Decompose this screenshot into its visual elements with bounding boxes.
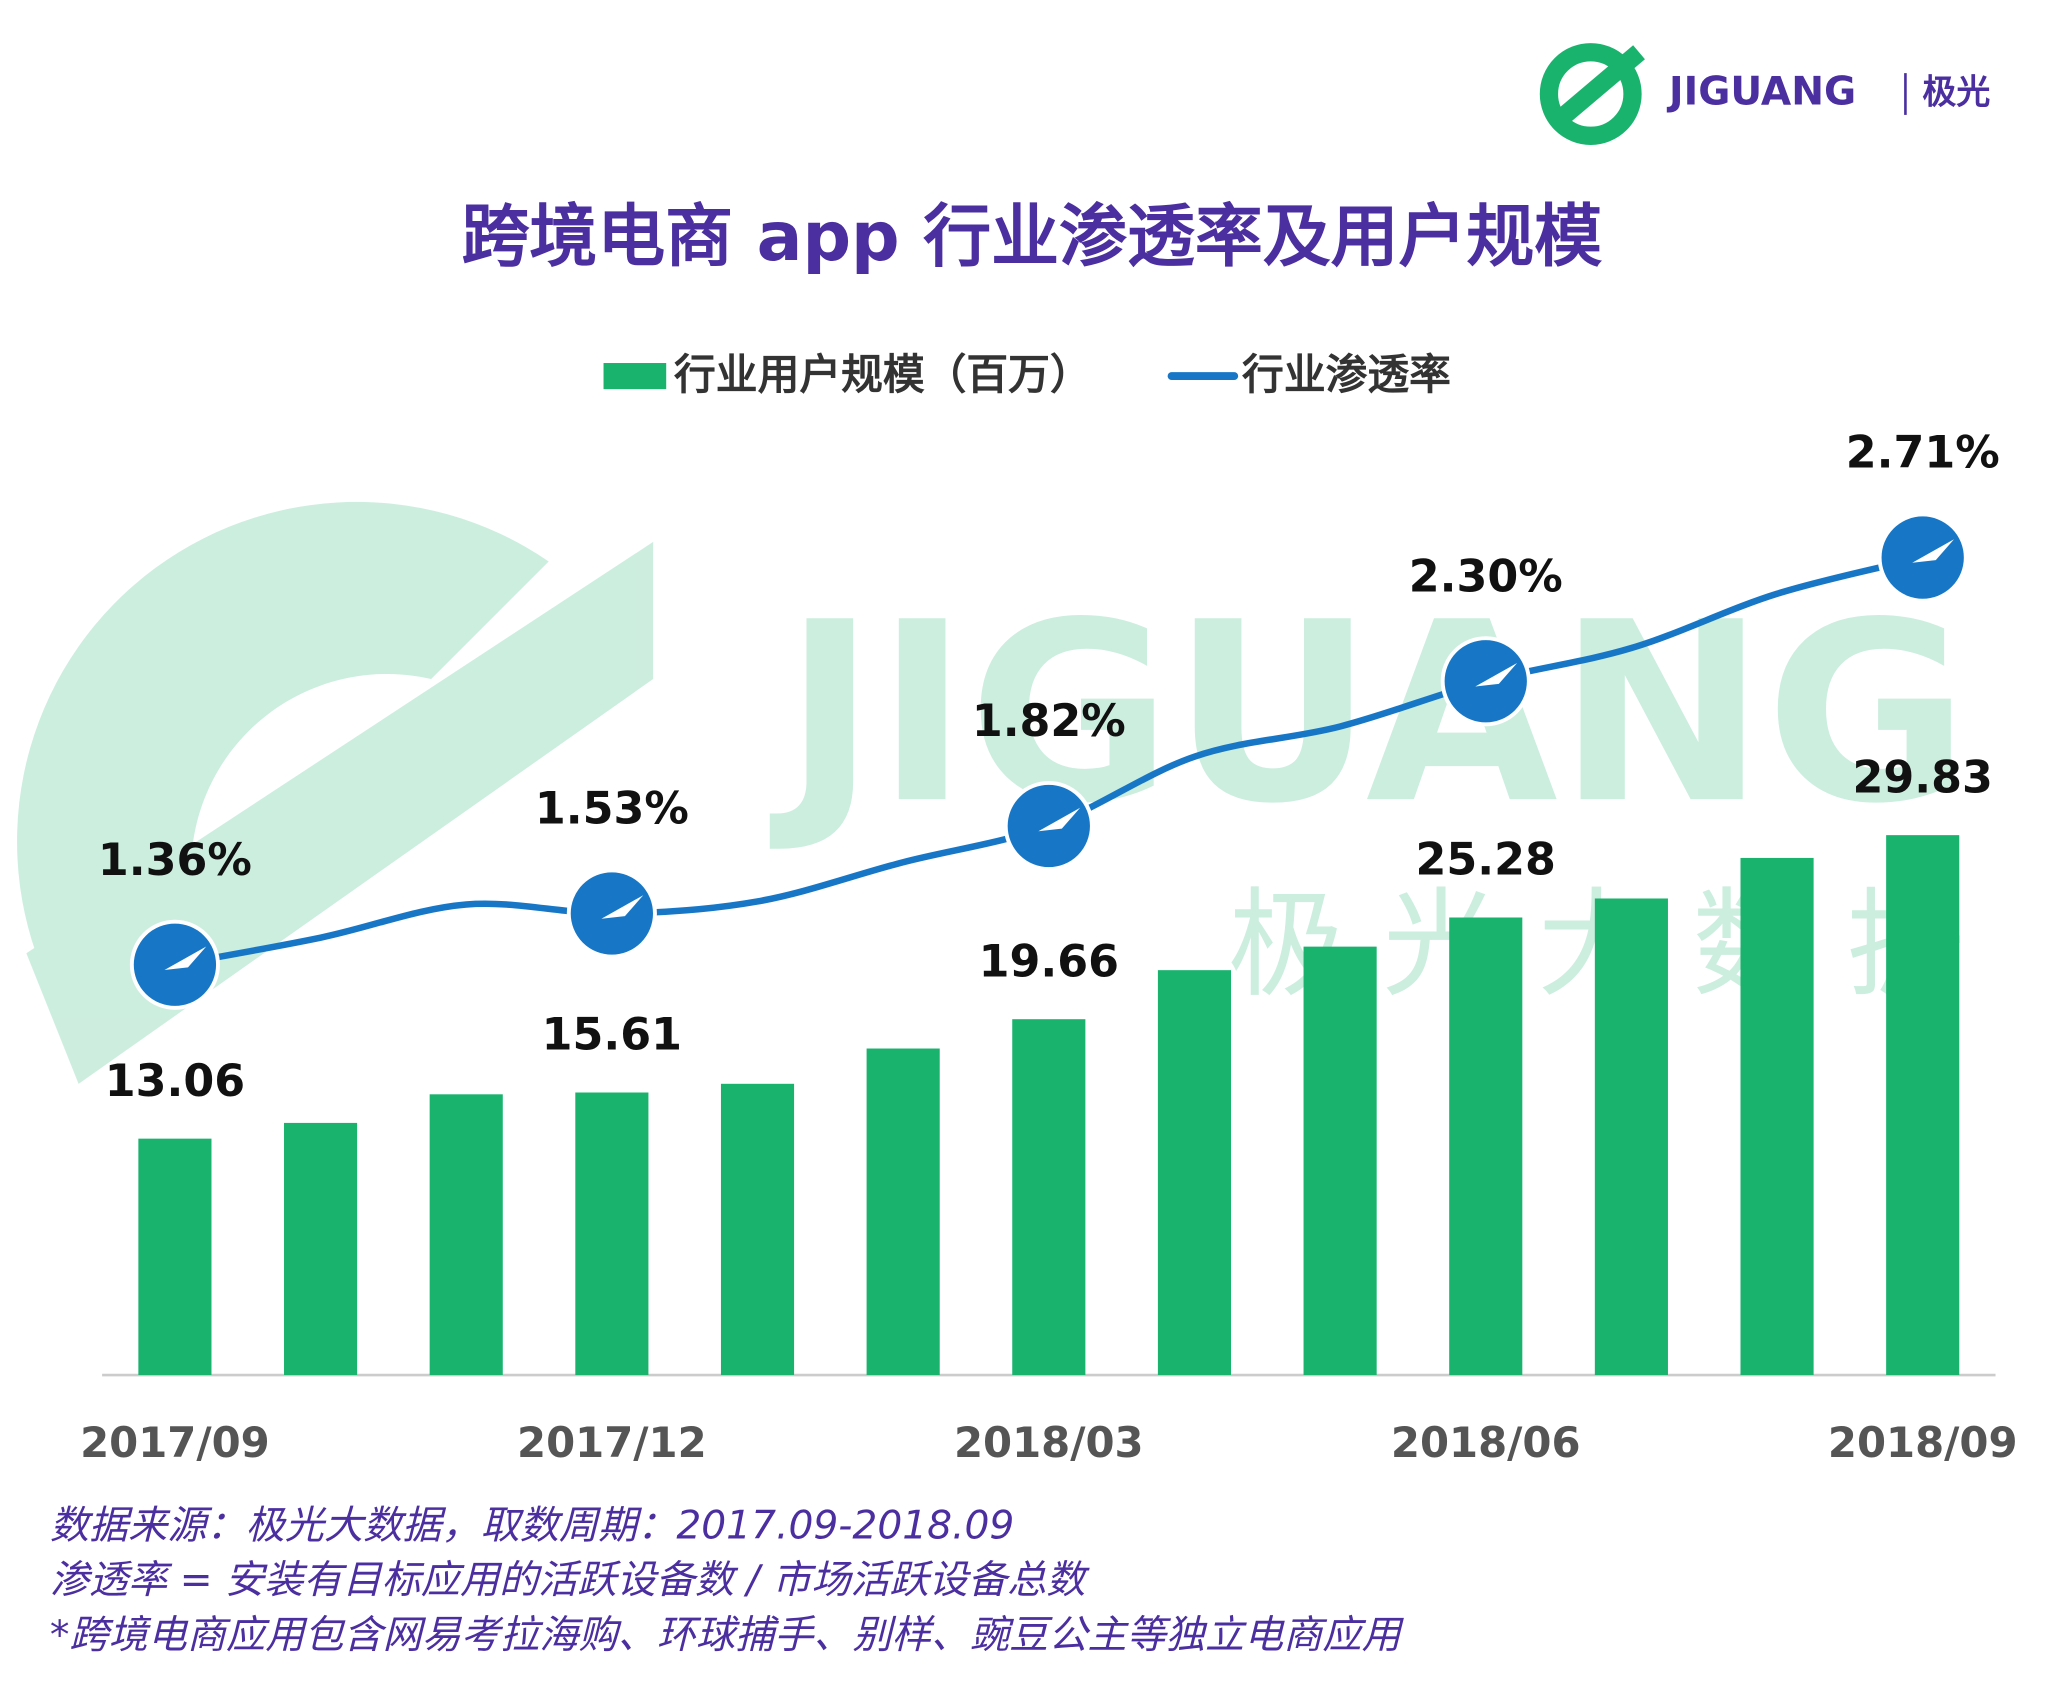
footnote: 渗透率 = 安装有目标应用的活跃设备数 / 市场活跃设备总数 [50, 1558, 1090, 1603]
bar [575, 1092, 649, 1376]
bar [1157, 970, 1232, 1376]
bar-value-label: 15.61 [542, 1010, 682, 1061]
footnote: *跨境电商应用包含网易考拉海购、环球捕手、别样、豌豆公主等独立电商应用 [50, 1613, 1405, 1658]
watermark-text: JIGUANG [770, 569, 1969, 858]
bar-value-label: 25.28 [1416, 835, 1556, 886]
bar [1594, 898, 1668, 1376]
bar [429, 1094, 503, 1376]
legend-label: 行业用户规模（百万） [674, 350, 1092, 399]
bar [866, 1048, 940, 1376]
watermark: JIGUANG 极 光 大 数 据 [17, 501, 1969, 1084]
logo: JIGUANG 极光 [1539, 43, 1990, 145]
line-value-label: 2.71% [1846, 428, 2000, 479]
bar [1740, 857, 1814, 1376]
legend-label: 行业渗透率 [1242, 350, 1451, 399]
footnote: 数据来源：极光大数据，取数周期：2017.09-2018.09 [50, 1503, 1014, 1548]
line-value-label: 2.30% [1409, 551, 1563, 602]
bar [1886, 835, 1960, 1376]
logo-text: 极光 [1922, 73, 1990, 113]
bar [138, 1138, 212, 1376]
marker-plane [1475, 662, 1518, 687]
x-tick-label: 2018/09 [1828, 1418, 2018, 1467]
logo-icon [1548, 45, 1645, 132]
chart-title: 跨境电商 app 行业渗透率及用户规模 [461, 198, 1602, 277]
bar [284, 1122, 358, 1376]
watermark-shape [17, 501, 549, 993]
marker-plane [164, 946, 207, 971]
x-tick-label: 2017/09 [80, 1418, 270, 1467]
line-value-label: 1.36% [98, 835, 252, 886]
bar-value-label: 13.06 [105, 1056, 245, 1107]
line-value-label: 1.82% [972, 696, 1126, 747]
bar-value-label: 29.83 [1853, 752, 1993, 803]
bar-value-label: 19.66 [979, 936, 1119, 987]
bar [720, 1083, 795, 1376]
bar [1012, 1019, 1086, 1376]
logo-icon [1539, 43, 1642, 145]
logo-text: JIGUANG [1666, 70, 1856, 115]
x-tick-label: 2017/12 [517, 1418, 707, 1467]
bar [1449, 917, 1523, 1376]
x-tick-label: 2018/06 [1391, 1418, 1581, 1467]
legend-swatch [603, 363, 667, 390]
bar [1303, 946, 1377, 1376]
line-value-label: 1.53% [535, 784, 689, 835]
x-tick-label: 2018/03 [954, 1418, 1144, 1467]
